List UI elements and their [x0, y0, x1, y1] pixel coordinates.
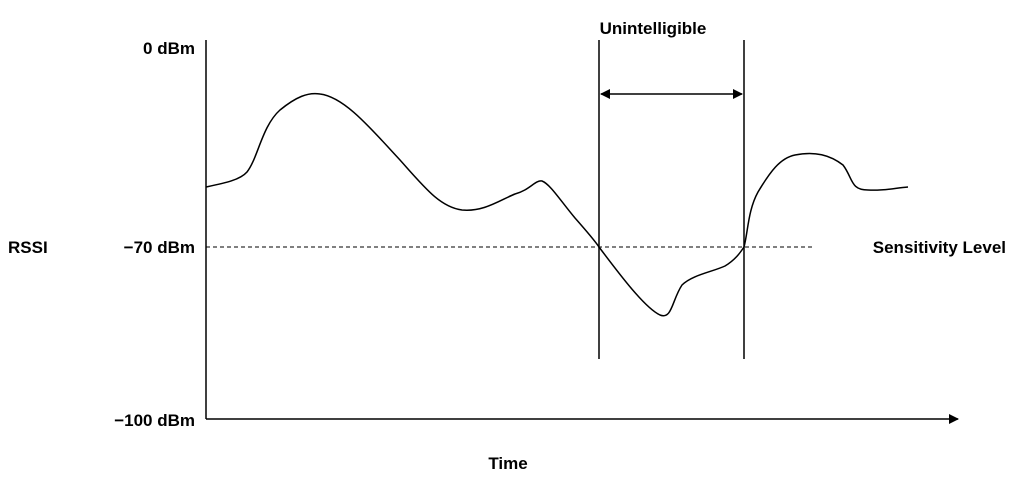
sensitivity-level-label: Sensitivity Level: [873, 238, 1006, 257]
y-axis-label: RSSI: [8, 238, 48, 257]
y-axis-top-tick-label: 0 dBm: [143, 39, 195, 58]
unintelligible-label: Unintelligible: [600, 19, 707, 38]
y-axis-threshold-tick-label: −70 dBm: [124, 238, 195, 257]
y-axis-bottom-tick-label: −100 dBm: [114, 411, 195, 430]
x-axis-label: Time: [488, 454, 527, 473]
rssi-signal-curve: [205, 92, 909, 317]
